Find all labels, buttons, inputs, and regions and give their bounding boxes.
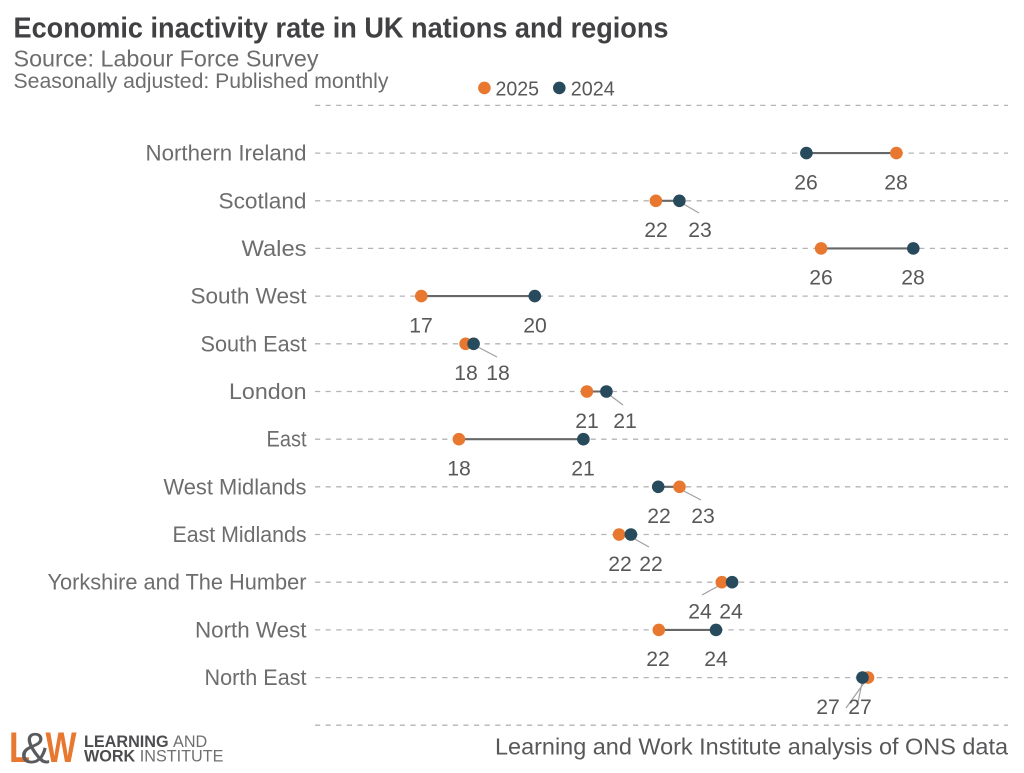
svg-text:London: London xyxy=(229,379,307,404)
svg-text:LEARNING AND: LEARNING AND xyxy=(84,733,207,751)
svg-text:18: 18 xyxy=(454,362,478,385)
svg-text:Wales: Wales xyxy=(242,236,307,261)
svg-text:East: East xyxy=(267,427,307,452)
svg-text:22: 22 xyxy=(608,553,632,576)
svg-text:L: L xyxy=(9,725,30,772)
svg-text:West Midlands: West Midlands xyxy=(164,474,307,499)
svg-text:Scotland: Scotland xyxy=(219,188,307,213)
svg-text:South West: South West xyxy=(191,284,307,309)
svg-text:Source: Labour Force Survey: Source: Labour Force Survey xyxy=(14,46,319,72)
svg-text:26: 26 xyxy=(794,171,818,194)
svg-text:26: 26 xyxy=(809,267,833,290)
svg-text:18: 18 xyxy=(486,362,510,385)
svg-text:WORK INSTITUTE: WORK INSTITUTE xyxy=(84,748,224,766)
svg-text:North West: North West xyxy=(195,617,307,642)
svg-text:24: 24 xyxy=(688,601,712,624)
svg-text:24: 24 xyxy=(719,601,743,624)
svg-text:Seasonally adjusted: Published: Seasonally adjusted: Published monthly xyxy=(14,69,389,93)
svg-text:27: 27 xyxy=(816,696,840,719)
svg-text:21: 21 xyxy=(613,410,637,433)
svg-text:17: 17 xyxy=(409,314,433,337)
svg-text:28: 28 xyxy=(901,267,925,290)
svg-text:Yorkshire and The Humber: Yorkshire and The Humber xyxy=(48,570,307,595)
svg-text:2024: 2024 xyxy=(571,77,615,100)
svg-text:22: 22 xyxy=(644,219,668,242)
svg-text:East Midlands: East Midlands xyxy=(173,522,307,547)
svg-text:22: 22 xyxy=(639,553,663,576)
svg-text:21: 21 xyxy=(571,458,595,481)
svg-text:Economic inactivity rate in UK: Economic inactivity rate in UK nations a… xyxy=(14,13,669,45)
svg-text:20: 20 xyxy=(523,314,547,337)
svg-text:&: & xyxy=(21,724,50,773)
svg-text:North East: North East xyxy=(205,665,307,690)
svg-text:23: 23 xyxy=(691,505,715,528)
svg-text:Northern Ireland: Northern Ireland xyxy=(146,141,307,166)
svg-text:Learning and Work Institute an: Learning and Work Institute analysis of … xyxy=(495,734,1008,760)
svg-text:18: 18 xyxy=(447,458,471,481)
svg-text:W: W xyxy=(46,725,78,772)
svg-text:2025: 2025 xyxy=(496,77,540,100)
svg-text:South East: South East xyxy=(201,331,307,356)
svg-text:23: 23 xyxy=(688,219,712,242)
svg-text:27: 27 xyxy=(848,696,872,719)
svg-text:22: 22 xyxy=(647,505,671,528)
svg-text:21: 21 xyxy=(575,410,599,433)
svg-text:22: 22 xyxy=(646,648,670,671)
svg-text:24: 24 xyxy=(704,648,728,671)
svg-text:28: 28 xyxy=(884,171,908,194)
